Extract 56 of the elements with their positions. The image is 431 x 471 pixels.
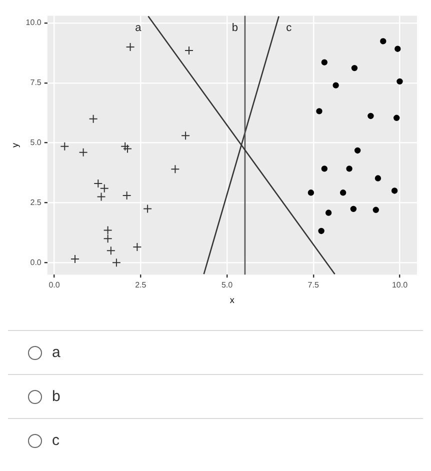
point <box>123 144 132 154</box>
point <box>106 246 116 256</box>
point <box>350 206 357 212</box>
point <box>70 254 80 264</box>
point <box>372 206 379 213</box>
text: b <box>52 388 60 405</box>
y-tick-label: 5.0 <box>30 138 42 148</box>
point <box>96 192 106 202</box>
point <box>380 38 386 44</box>
point <box>396 78 403 85</box>
point <box>143 204 152 214</box>
point <box>132 242 142 252</box>
point <box>368 112 374 120</box>
y-tick-label: 0.0 <box>30 258 42 267</box>
series-label: b <box>232 22 238 34</box>
point <box>184 46 194 56</box>
text: a <box>52 344 60 361</box>
point <box>103 226 112 235</box>
y-axis-title: y <box>10 142 20 148</box>
point <box>354 147 361 154</box>
series-label: a <box>135 22 142 34</box>
y-tick-label: 7.5 <box>30 78 42 88</box>
point <box>126 42 135 52</box>
point <box>321 166 328 172</box>
point <box>318 228 324 234</box>
point <box>120 142 130 151</box>
point <box>394 114 400 121</box>
x-tick-label: 10.0 <box>392 280 408 290</box>
y-tick-label: 10.0 <box>26 18 42 28</box>
point <box>374 175 382 182</box>
text: c <box>52 432 60 449</box>
point <box>316 108 322 114</box>
point <box>122 191 132 200</box>
x-tick-label: 5.0 <box>221 280 234 290</box>
point <box>394 46 401 52</box>
x-tick-label: 2.5 <box>135 280 147 290</box>
point <box>340 190 346 196</box>
point <box>332 82 339 88</box>
point <box>60 142 70 151</box>
point <box>391 188 398 194</box>
point <box>321 59 328 66</box>
x-axis-title: x <box>230 295 235 306</box>
point <box>308 190 314 196</box>
series-label: c <box>286 22 292 34</box>
point <box>170 164 180 174</box>
point <box>351 64 358 72</box>
point <box>103 234 112 244</box>
point <box>325 210 332 216</box>
point <box>78 148 88 157</box>
point <box>112 258 121 268</box>
x-tick-label: 7.5 <box>308 280 320 290</box>
y-tick-label: 2.5 <box>30 198 42 207</box>
point <box>88 114 98 124</box>
point <box>181 131 190 140</box>
point <box>346 166 352 172</box>
x-tick-label: 0.0 <box>48 280 60 290</box>
